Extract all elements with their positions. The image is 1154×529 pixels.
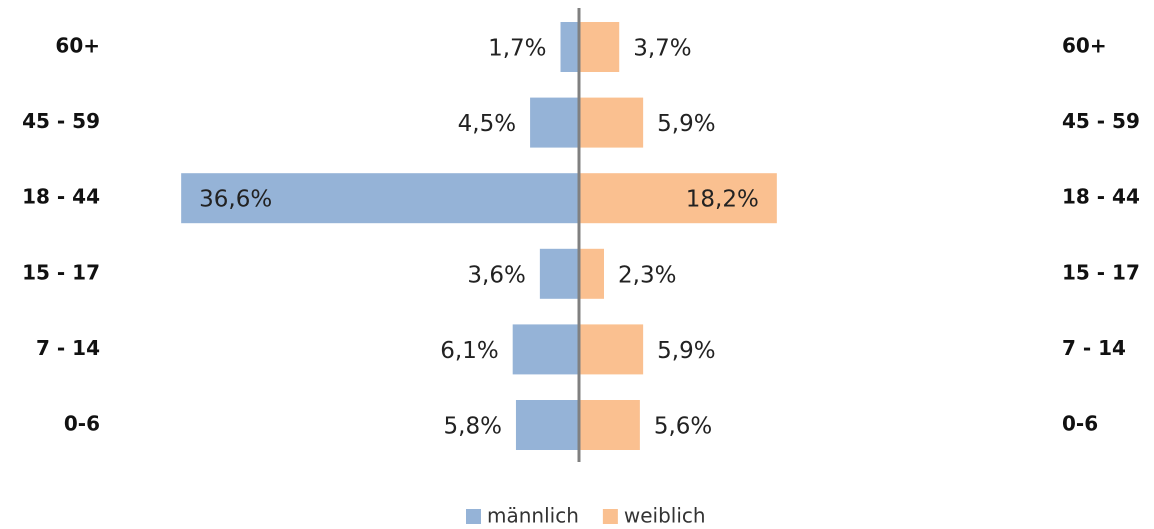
value-label: 4,5% bbox=[458, 111, 516, 137]
value-label: 5,9% bbox=[657, 111, 715, 137]
legend-swatch bbox=[602, 509, 618, 524]
bar bbox=[579, 324, 644, 375]
value-label: 6,1% bbox=[440, 338, 498, 364]
category-label: 45 - 59 bbox=[22, 109, 100, 133]
value-label: 36,6% bbox=[199, 187, 272, 213]
value-label: 5,6% bbox=[654, 414, 712, 440]
bar bbox=[579, 400, 640, 450]
bar bbox=[579, 97, 644, 148]
value-label: 5,8% bbox=[444, 414, 502, 440]
value-label: 5,9% bbox=[657, 338, 715, 364]
category-label: 7 - 14 bbox=[1062, 336, 1126, 360]
category-label: 7 - 14 bbox=[36, 336, 100, 360]
legend-swatch bbox=[466, 509, 481, 524]
value-label: 1,7% bbox=[488, 36, 546, 62]
legend-label: männlich bbox=[487, 504, 579, 528]
category-label: 60+ bbox=[55, 34, 100, 58]
category-label: 60+ bbox=[1062, 34, 1107, 58]
value-label: 3,6% bbox=[467, 262, 525, 288]
bar bbox=[579, 248, 605, 299]
bar bbox=[539, 248, 579, 299]
bar bbox=[560, 22, 579, 72]
value-label: 2,3% bbox=[618, 262, 676, 288]
category-label: 0-6 bbox=[64, 412, 100, 436]
legend-label: weiblich bbox=[624, 504, 706, 528]
bar bbox=[515, 400, 579, 450]
category-label: 18 - 44 bbox=[22, 185, 100, 209]
bar bbox=[579, 173, 777, 224]
bar bbox=[579, 22, 620, 72]
category-label: 15 - 17 bbox=[22, 260, 100, 284]
bar bbox=[512, 324, 579, 375]
category-label: 15 - 17 bbox=[1062, 260, 1140, 284]
value-label: 3,7% bbox=[633, 36, 691, 62]
bar bbox=[181, 173, 579, 224]
value-label: 18,2% bbox=[686, 187, 759, 213]
category-label: 18 - 44 bbox=[1062, 185, 1140, 209]
category-label: 0-6 bbox=[1062, 412, 1098, 436]
category-label: 45 - 59 bbox=[1062, 109, 1140, 133]
bar bbox=[530, 97, 579, 148]
